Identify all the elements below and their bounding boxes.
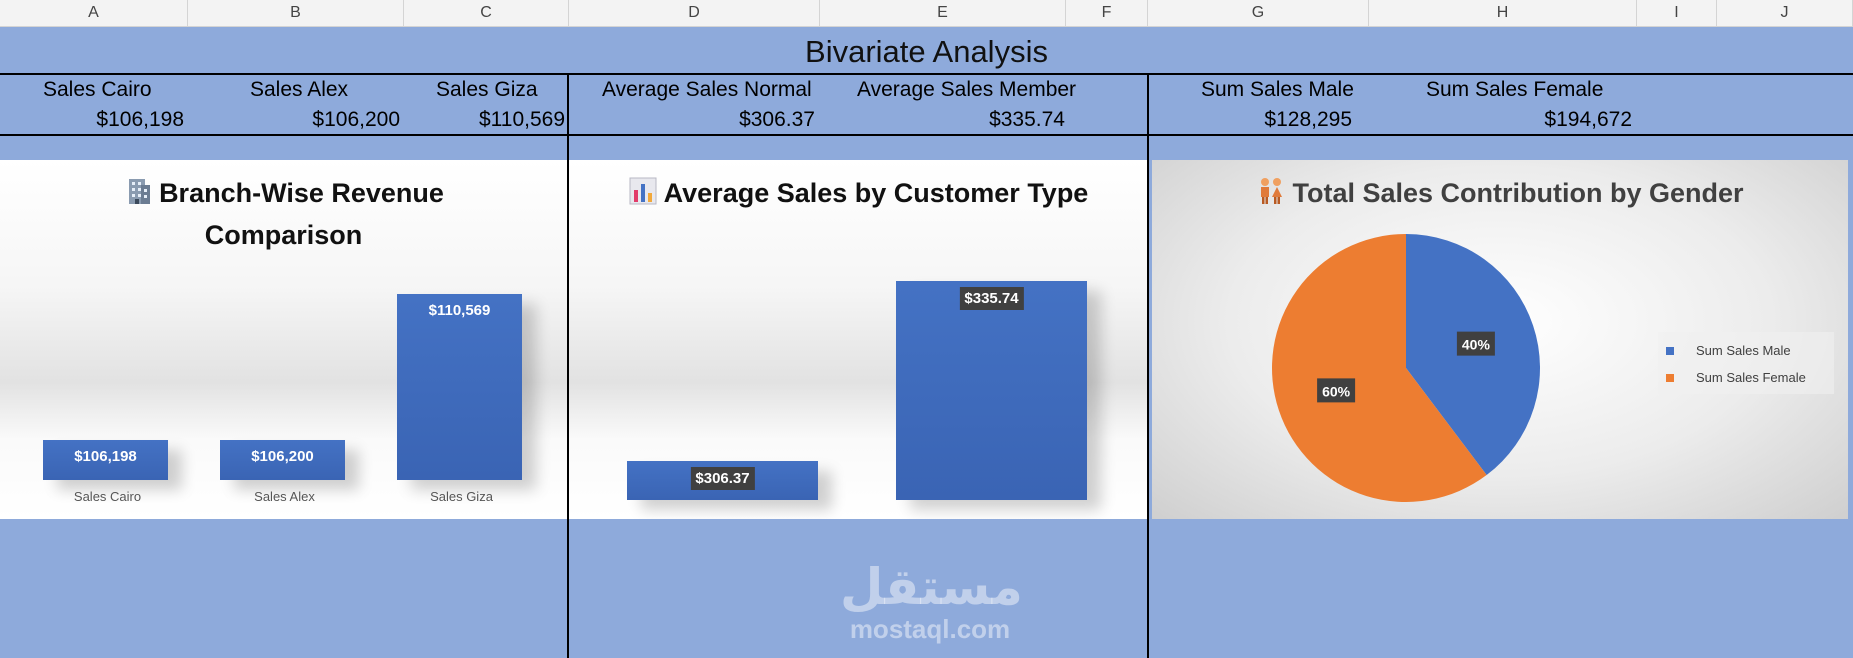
bar-sales-cairo[interactable] (43, 440, 168, 480)
column-header-i[interactable]: I (1637, 0, 1717, 26)
kpi-sum-male-label: Sum Sales Male (1201, 78, 1354, 101)
watermark-arabic: مستقل (840, 559, 1023, 615)
kpi-avg-normal-value: $306.37 (739, 108, 815, 131)
kpi-divider (0, 134, 1853, 136)
legend-label-male: Sum Sales Male (1696, 343, 1791, 358)
watermark: مستقل mostaql.com (840, 559, 1023, 644)
kpi-sales-giza-label: Sales Giza (436, 78, 538, 101)
column-header-f[interactable]: F (1066, 0, 1148, 26)
column-header-e[interactable]: E (820, 0, 1066, 26)
kpi-avg-member-label: Average Sales Member (857, 78, 1077, 101)
column-header-a[interactable]: A (0, 0, 188, 26)
bar-sales-alex[interactable] (220, 440, 345, 480)
bar-customer-2[interactable] (896, 281, 1087, 500)
kpi-sales-cairo-value: $106,198 (96, 108, 184, 131)
legend-swatch-male (1666, 347, 1674, 355)
pie-label-male: 40% (1456, 331, 1495, 356)
bar-customer-label-2: $335.74 (959, 287, 1024, 311)
legend-item-female[interactable]: Sum Sales Female (1666, 370, 1806, 385)
kpi-sum-female-value: $194,672 (1544, 108, 1632, 131)
gender-chart-title-text: Total Sales Contribution by Gender (1292, 178, 1744, 208)
column-header-bar: A B C D E F G H I J (0, 0, 1853, 27)
office-building-icon (123, 176, 153, 216)
panel-divider-left (567, 74, 569, 658)
pie-slice-female[interactable] (1272, 234, 1487, 502)
kpi-sales-alex-label: Sales Alex (250, 78, 349, 101)
column-header-h[interactable]: H (1369, 0, 1637, 26)
title-divider (0, 73, 1853, 75)
column-header-j[interactable]: J (1717, 0, 1853, 26)
dashboard-title: Bivariate Analysis (805, 34, 1048, 69)
column-header-d[interactable]: D (569, 0, 820, 26)
kpi-sales-alex-value: $106,200 (312, 108, 400, 131)
branch-chart-title-line2: Comparison (204, 220, 363, 250)
column-header-g[interactable]: G (1148, 0, 1369, 26)
category-label-2: Sales Alex (254, 489, 315, 504)
category-label-1: Sales Cairo (73, 489, 142, 504)
column-header-b[interactable]: B (188, 0, 404, 26)
bar-customer-label-1: $306.37 (690, 466, 755, 490)
legend-swatch-female (1666, 374, 1674, 382)
bar-label-2: $106,200 (251, 448, 314, 465)
gender-pie[interactable]: 40% 60% (1268, 230, 1544, 506)
kpi-sum-female-label: Sum Sales Female (1426, 78, 1604, 101)
category-label-3: Sales Giza (430, 489, 493, 504)
column-header-c[interactable]: C (404, 0, 569, 26)
gender-legend[interactable]: Sum Sales Male Sum Sales Female (1658, 332, 1834, 394)
svg-text:60%: 60% (1322, 383, 1351, 399)
watermark-latin: mostaql.com (849, 614, 1011, 644)
people-icon (1256, 176, 1286, 216)
bar-label-1: $106,198 (74, 448, 137, 466)
kpi-sum-male-value: $128,295 (1264, 108, 1352, 131)
kpi-avg-member-value: $335.74 (989, 108, 1065, 131)
pie-label-female: 60% (1317, 378, 1356, 403)
kpi-avg-normal-label: Average Sales Normal (602, 78, 812, 101)
bar-chart-icon (628, 176, 658, 216)
customer-type-chart[interactable]: Average Sales by Customer Type $306.37 $3… (569, 160, 1147, 519)
gender-chart-title: Total Sales Contribution by Gender (1152, 174, 1848, 216)
panel-divider-right (1147, 74, 1149, 658)
customer-chart-title-text: Average Sales by Customer Type (663, 178, 1089, 208)
bar-label-3: $110,569 (428, 302, 491, 320)
legend-item-male[interactable]: Sum Sales Male (1666, 343, 1791, 358)
branch-revenue-chart[interactable]: Branch-Wise Revenue Comparison $106,198 S… (0, 160, 567, 519)
svg-text:40%: 40% (1462, 337, 1491, 353)
branch-chart-title-line1: Branch-Wise Revenue (159, 178, 444, 208)
bar-sales-giza[interactable] (397, 294, 522, 480)
customer-chart-title: Average Sales by Customer Type (569, 174, 1147, 216)
branch-chart-title: Branch-Wise Revenue Comparison (0, 174, 567, 254)
legend-label-female: Sum Sales Female (1696, 370, 1806, 385)
kpi-sales-cairo-label: Sales Cairo (43, 78, 152, 101)
kpi-sales-giza-value: $110,569 (478, 108, 565, 131)
